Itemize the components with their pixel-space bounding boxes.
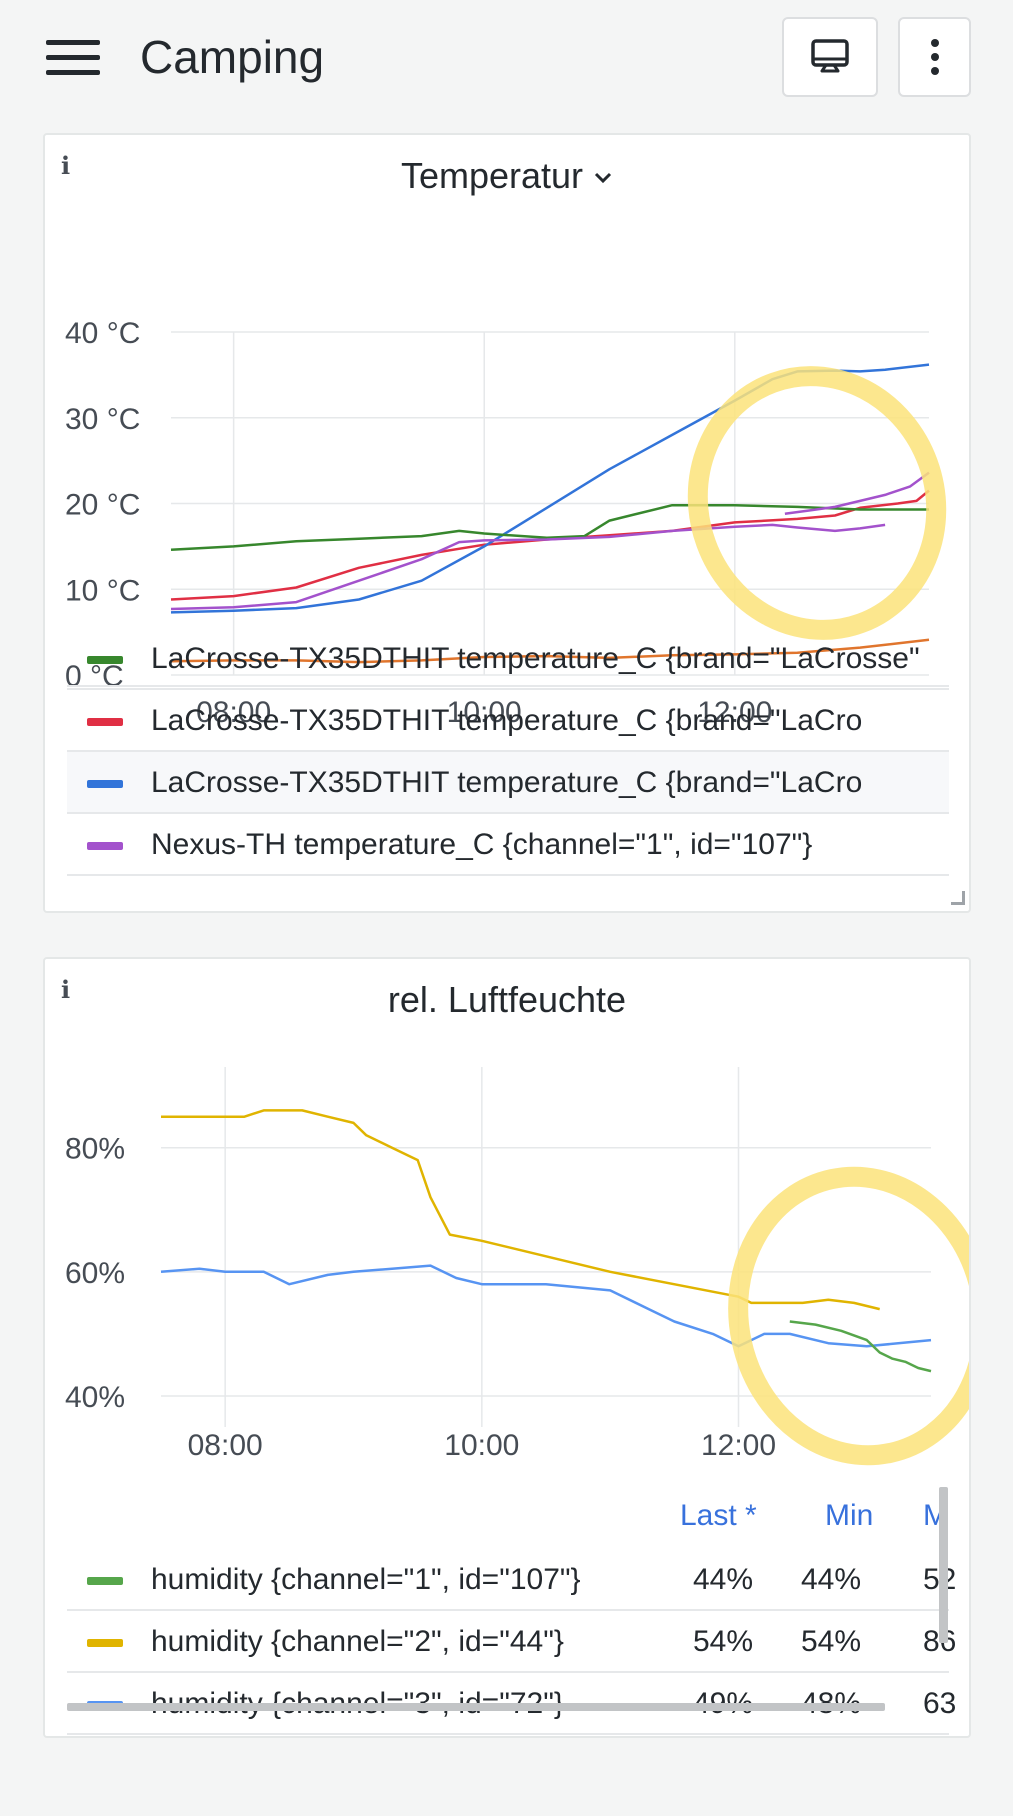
legend-value-min: 44% [800,1563,861,1596]
x-tick-label: 10:00 [447,696,522,729]
x-tick-label: 12:00 [697,696,772,729]
panel-title-text: Temperatur [400,155,584,196]
humidity-chart[interactable]: 40% 60% 80% 08:00 10:00 12:00 [45,1049,969,1589]
y-tick-label: 20 °C [65,489,140,522]
legend-label: LaCrosse-TX35DTHIT temperature_C {brand=… [151,766,863,799]
y-tick-label: 30 °C [65,403,140,436]
legend-label: humidity {channel="2", id="44"} [151,1625,564,1658]
more-options-button[interactable] [898,17,971,97]
legend-column-min[interactable]: Min [825,1499,874,1532]
legend-item[interactable]: humidity {channel="1", id="107"}44%44%52 [67,1549,956,1611]
vertical-scrollbar[interactable] [939,1487,948,1643]
legend-value-last: 54% [692,1625,753,1658]
legend-value-last: 44% [692,1563,753,1596]
kebab-menu-icon [930,39,939,75]
menu-hamburger-icon[interactable] [46,40,102,76]
dashboard-title: Camping [140,31,325,83]
x-tick-label: 12:00 [701,1429,776,1462]
legend-column-last[interactable]: Last * [680,1499,757,1532]
y-tick-label: 60% [65,1257,125,1290]
temperature-chart[interactable]: 0 °C 10 °C 20 °C 30 °C 40 °C 08:00 10:00 12:00 [45,205,969,765]
series-color-swatch [87,656,123,664]
panel-title[interactable]: rel. Luftfeuchte [45,979,969,1021]
humidity-panel: i rel. Luftfeuchte 40% 60% 80% 08:00 10:00 12… [43,957,971,1738]
resize-handle-icon[interactable] [951,891,965,905]
legend-label: humidity {channel="1", id="107"} [151,1563,581,1596]
series-line-3[interactable] [170,503,929,552]
series-line-3[interactable] [789,1320,932,1373]
horizontal-scrollbar[interactable] [67,1703,885,1711]
hand-drawn-highlight-circle [687,366,947,640]
x-tick-label: 10:00 [444,1429,519,1462]
series-line-5[interactable] [784,471,930,516]
y-tick-label: 40% [65,1381,125,1414]
legend-item[interactable]: Nexus-TH temperature_C {channel="1", id=… [67,814,949,876]
legend-item[interactable]: LaCrosse-TX35DTHIT temperature_C {brand=… [67,628,949,690]
legend-item[interactable]: humidity {channel="2", id="44"}54%54%86 [67,1611,956,1673]
series-line-1[interactable] [161,1109,880,1311]
legend-divider [67,685,949,687]
legend-item[interactable]: LaCrosse-TX35DTHIT temperature_C {brand=… [67,752,949,814]
x-tick-label: 08:00 [196,696,271,729]
legend-label: Nexus-TH temperature_C {channel="1", id=… [151,828,813,861]
series-color-swatch [87,842,123,850]
temperature-panel: i Temperatur 0 °C 10 °C 20 °C 30 °C 40 °C 08:… [43,133,971,913]
chevron-down-icon [594,173,612,184]
hand-drawn-highlight-circle [728,1166,969,1466]
series-line-6[interactable] [170,638,930,664]
panel-info-icon[interactable]: i [61,975,71,1004]
series-color-swatch [87,1639,123,1647]
y-tick-label: 40 °C [65,317,140,350]
legend-value-min: 54% [800,1625,861,1658]
series-color-swatch [87,780,123,788]
top-bar: Camping [0,0,1013,115]
series-line-2[interactable] [160,1264,932,1348]
y-tick-label: 80% [65,1133,125,1166]
series-line-2[interactable] [170,363,930,614]
panel-title[interactable]: Temperatur [45,155,969,197]
y-tick-label: 0 °C [65,660,124,693]
panel-title-text: rel. Luftfeuchte [387,979,627,1020]
series-line-4[interactable] [170,523,886,611]
legend-label: LaCrosse-TX35DTHIT temperature_C {brand=… [151,642,920,675]
series-color-swatch [87,718,123,726]
tv-mode-icon [811,39,849,73]
legend-value-max: 63 [923,1687,957,1720]
legend-item[interactable]: LaCrosse-TX35DTHIT temperature_C {brand=… [67,690,949,752]
tv-mode-button[interactable] [782,17,878,97]
panel-info-icon[interactable]: i [61,151,71,180]
legend-label: LaCrosse-TX35DTHIT temperature_C {brand=… [151,704,863,737]
x-tick-label: 08:00 [188,1429,263,1462]
series-color-swatch [87,1577,123,1585]
y-tick-label: 10 °C [65,574,140,607]
